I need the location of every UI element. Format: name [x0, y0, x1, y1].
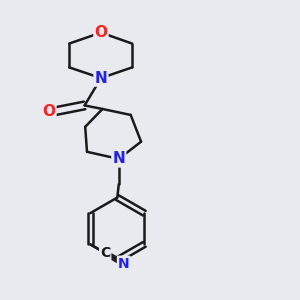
Text: O: O [42, 104, 56, 119]
Text: O: O [94, 25, 107, 40]
Text: N: N [112, 152, 125, 166]
Text: C: C [100, 246, 110, 260]
Text: N: N [94, 70, 107, 86]
Text: N: N [118, 257, 130, 271]
